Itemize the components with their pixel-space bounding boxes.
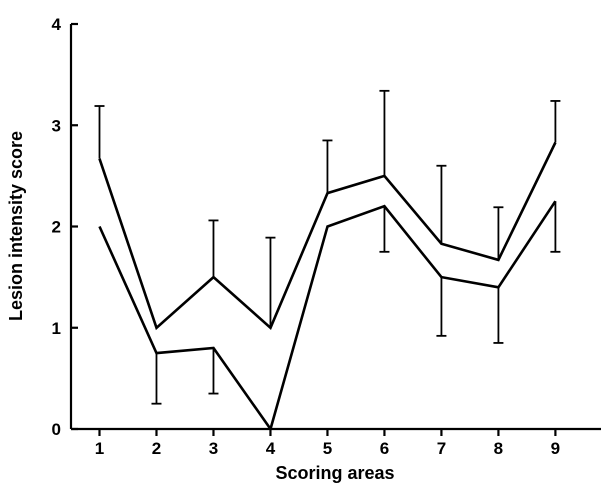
y-tick-label: 2 bbox=[52, 218, 61, 237]
x-tick-label: 6 bbox=[380, 439, 389, 458]
series-line bbox=[98, 200, 557, 432]
y-tick-label: 3 bbox=[52, 116, 61, 135]
x-tick-label: 1 bbox=[95, 439, 104, 458]
series-lines bbox=[98, 141, 557, 432]
x-axis-ticks: 1 2 3 4 5 6 7 8 9 bbox=[95, 429, 560, 458]
series-line bbox=[98, 141, 557, 331]
x-tick-label: 3 bbox=[209, 439, 218, 458]
x-tick-label: 5 bbox=[323, 439, 332, 458]
x-tick-label: 7 bbox=[437, 439, 446, 458]
y-axis-ticks: 0 1 2 3 4 bbox=[52, 15, 78, 439]
y-tick-label: 4 bbox=[52, 15, 62, 34]
x-tick-label: 9 bbox=[551, 439, 560, 458]
x-tick-label: 2 bbox=[152, 439, 161, 458]
x-axis-title: Scoring areas bbox=[275, 463, 394, 483]
y-tick-label: 0 bbox=[52, 420, 61, 439]
x-tick-label: 8 bbox=[494, 439, 503, 458]
y-axis-title: Lesion intensity score bbox=[6, 131, 26, 321]
error-bars bbox=[94, 89, 561, 405]
y-tick-label: 1 bbox=[52, 319, 61, 338]
x-tick-label: 4 bbox=[266, 439, 276, 458]
